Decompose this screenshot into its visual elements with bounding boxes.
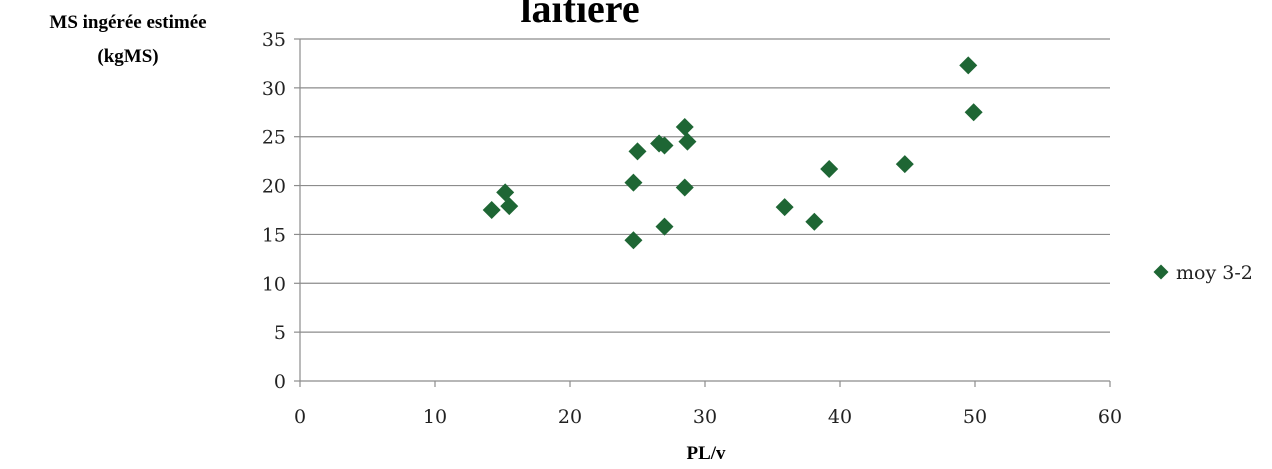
- data-point: [628, 142, 647, 161]
- x-tick-label: 0: [294, 406, 306, 428]
- data-point: [964, 103, 983, 122]
- gridlines: [300, 38, 1110, 333]
- x-tick-label: 30: [693, 406, 717, 428]
- data-point: [482, 201, 501, 219]
- y-tick-labels: 0 5 10 15 20 25 30 35: [262, 29, 286, 393]
- y-axis-label-line-2: (kgMS): [97, 46, 158, 67]
- y-tick-label: 0: [274, 371, 286, 393]
- y-axis-label-line-1: MS ingérée estimée: [49, 12, 206, 33]
- data-point: [775, 198, 794, 217]
- data-point: [895, 155, 914, 174]
- y-tick-label: 5: [274, 322, 286, 344]
- data-point: [655, 136, 674, 155]
- data-point: [820, 159, 839, 178]
- y-tick-label: 25: [262, 127, 286, 149]
- data-point: [500, 197, 519, 216]
- x-tick-label: 50: [963, 406, 987, 428]
- y-tick-label: 15: [262, 224, 286, 246]
- data-point: [496, 183, 515, 202]
- x-tick-label: 20: [558, 406, 582, 428]
- x-axis-label: PL/v: [686, 443, 726, 464]
- data-point: [624, 231, 643, 250]
- x-tick-label: 10: [423, 406, 447, 428]
- data-point: [675, 178, 694, 197]
- axes: [294, 38, 1111, 387]
- data-point: [655, 217, 674, 236]
- y-tick-label: 35: [262, 29, 286, 51]
- data-point: [805, 212, 824, 231]
- y-tick-label: 20: [262, 176, 286, 198]
- y-tick-label: 10: [262, 273, 286, 295]
- x-tick-labels: 0 10 20 30 40 50 60: [294, 406, 1122, 428]
- x-tick-label: 60: [1098, 406, 1122, 428]
- data-point: [624, 173, 643, 192]
- data-point: [675, 117, 694, 136]
- legend-label: moy 3-2: [1176, 262, 1253, 284]
- legend: moy 3-2: [1153, 262, 1253, 284]
- y-tick-label: 30: [262, 78, 286, 100]
- legend-marker-diamond: [1153, 264, 1169, 280]
- data-point: [959, 56, 978, 75]
- chart-title: laitière: [520, 0, 639, 31]
- x-tick-label: 40: [828, 406, 852, 428]
- data-point: [678, 132, 697, 151]
- data-points: [482, 56, 983, 250]
